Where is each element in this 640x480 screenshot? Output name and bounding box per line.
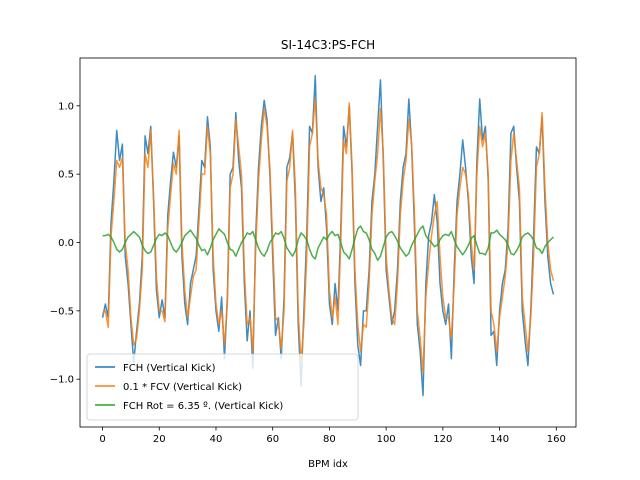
legend-label: 0.1 * FCV (Vertical Kick) [123, 382, 242, 393]
axes-frame [79, 57, 577, 428]
series-line [102, 98, 555, 374]
legend-box [86, 353, 359, 421]
legend-label: FCH Rot = 6.35 º. (Vertical Kick) [123, 401, 283, 412]
y-tick-label: −1.0 [50, 375, 74, 386]
y-tick-label: 1.0 [58, 101, 74, 112]
legend-label: FCH (Vertical Kick) [123, 363, 216, 374]
x-tick-label: 120 [433, 434, 452, 445]
y-tick-label: 0.5 [58, 170, 74, 181]
x-tick-label: 0 [99, 434, 105, 445]
legend: FCH (Vertical Kick) 0.1 * FCV (Vertical K… [86, 353, 359, 421]
x-tick-label: 160 [547, 434, 566, 445]
x-tick-label: 80 [323, 434, 336, 445]
x-tick-label: 140 [490, 434, 509, 445]
y-tick-label: 0.0 [58, 238, 74, 249]
chart-title: SI-14C3:PS-FCH [281, 38, 375, 52]
x-tick-label: 100 [377, 434, 396, 445]
y-tick-label: −0.5 [50, 306, 74, 317]
x-axis-label: BPM idx [308, 459, 348, 470]
x-tick-label: 60 [266, 434, 279, 445]
x-tick-label: 40 [210, 434, 223, 445]
x-tick-label: 20 [153, 434, 166, 445]
series-line [102, 225, 554, 262]
